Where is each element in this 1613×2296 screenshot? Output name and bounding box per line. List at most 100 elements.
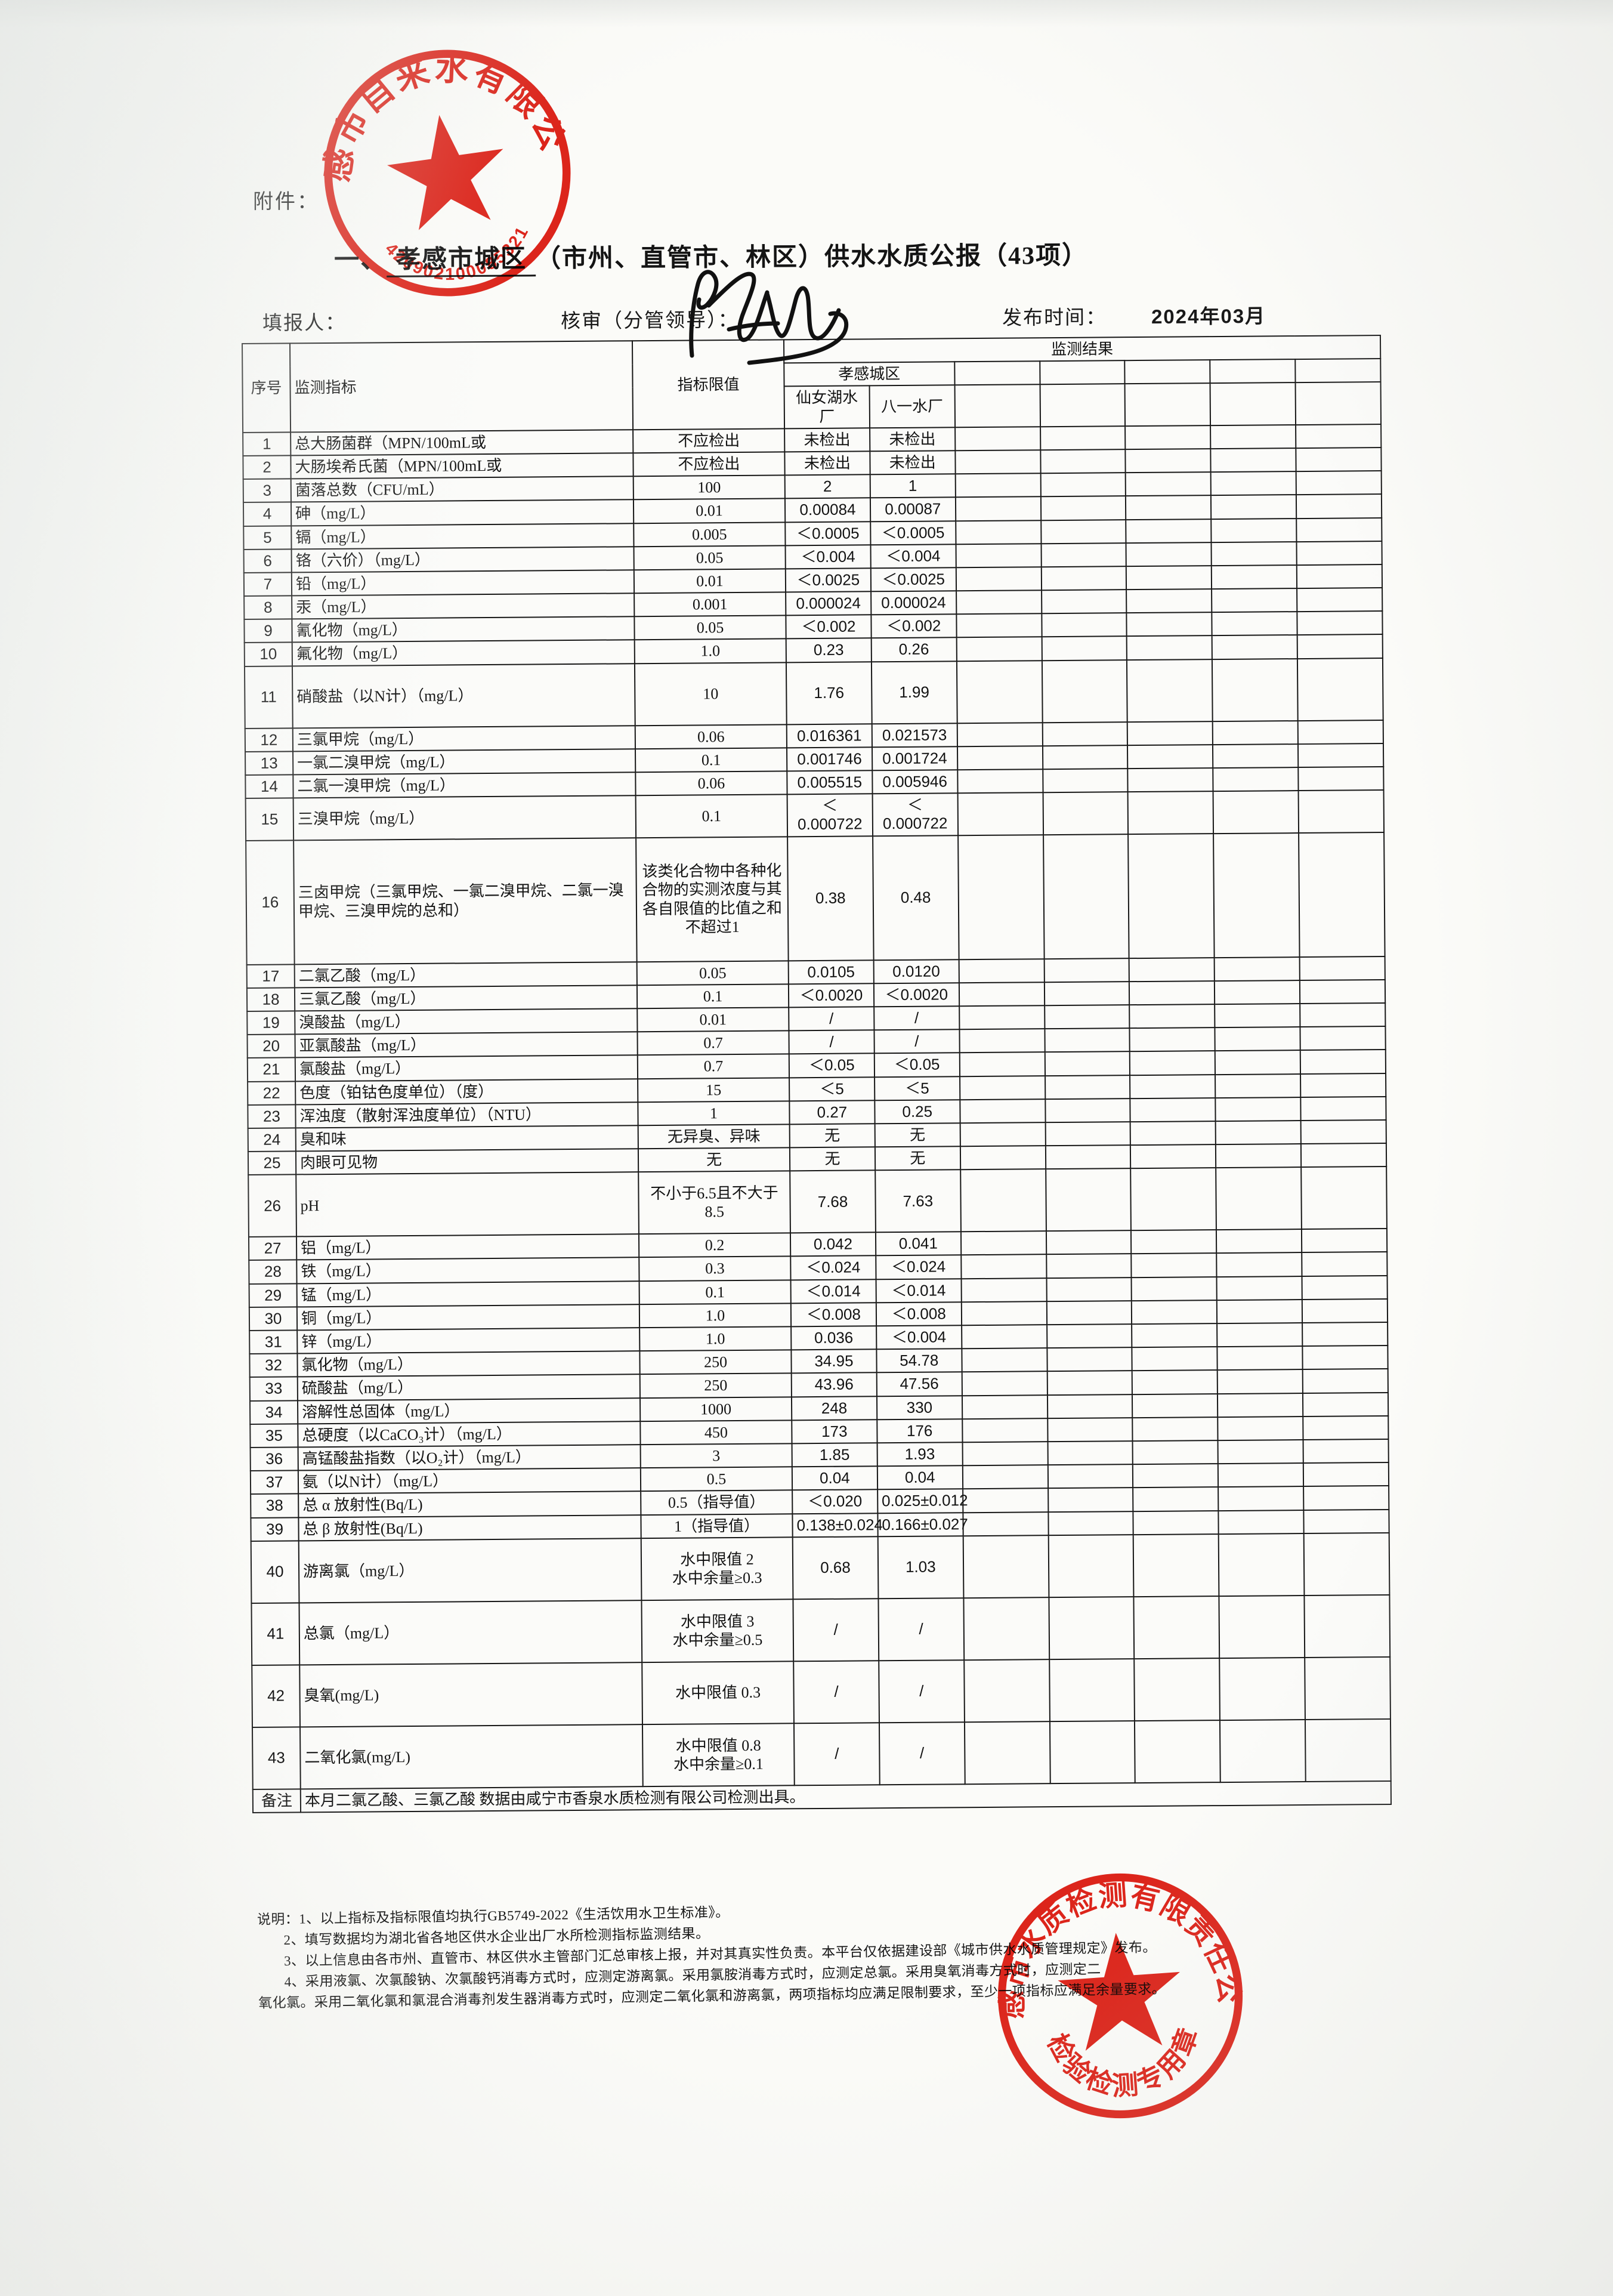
row-empty-cell [1130,1121,1216,1146]
table-row: 16 三卤甲烷（三氯甲烷、一氯二溴甲烷、二氯一溴甲烷、三溴甲烷的总和） 该类化合物中… [246,832,1385,965]
row-result-plant-2|v2: 0.021573 [872,723,957,748]
row-result-plant-2|v2: 1.03 [877,1535,964,1598]
row-empty-cell [1041,542,1127,567]
row-empty-cell [1302,1252,1388,1276]
row-empty-cell [1298,767,1384,791]
header-plant-2: 八一水厂 [869,385,955,428]
row-empty-cell [957,722,1043,747]
row-index|no: 14 [245,774,293,799]
row-index|no: 41 [251,1603,300,1665]
row-result-plant-1|v1: 0.68 [792,1536,879,1600]
row-index|no: 27 [248,1236,297,1261]
row-limit-value|limit: 该类化合物中各种化合物的实测浓度与其各自限值的比值之和不超过1 [636,836,789,962]
row-empty-cell [1296,541,1382,565]
row-index|no: 19 [247,1011,295,1035]
row-empty-cell [1046,1277,1132,1301]
row-empty-cell [1302,1345,1388,1370]
row-empty-cell [1215,1073,1301,1098]
row-empty-cell [1303,1532,1390,1596]
row-empty-cell [1045,1145,1131,1169]
publish-time-label: 发布时间： [1002,307,1107,329]
row-empty-cell [1300,1026,1386,1051]
row-empty-cell [1046,1230,1132,1255]
row-limit-value|limit: 0.5 [640,1467,793,1492]
row-item-name|item: 铁（mg/L） [296,1257,639,1284]
row-result-plant-2|v2: 未检出 [869,427,956,452]
row-empty-cell [960,1122,1046,1147]
row-empty-cell [1047,1464,1133,1489]
row-empty-cell [962,1418,1048,1443]
row-index|no: 12 [245,728,293,752]
header-col-city: 孝感城区 [784,362,955,387]
row-empty-cell [956,567,1042,591]
row-empty-cell [1303,1392,1389,1417]
row-result-plant-2|v2: / [879,1659,965,1723]
row-result-plant-2|v2: ＜0.0025 [870,567,956,592]
row-empty-cell [1299,832,1385,957]
row-empty-cell [1132,1417,1218,1442]
row-limit-value|limit: 水中限值 2 水中余量≥0.3 [641,1537,793,1600]
row-limit-value|limit: 0.1 [639,1279,791,1305]
row-index|no: 15 [245,798,294,841]
row-result-plant-2|v2: 0.00087 [870,497,956,521]
row-result-plant-1|v1: 0.0105 [788,959,874,985]
row-result-plant-2|v2: 1.93 [877,1442,963,1467]
row-empty-cell [1046,1300,1132,1325]
filler-label: 填报人： [262,312,347,335]
row-result-plant-2|v2: 无 [875,1146,960,1171]
row-empty-cell [1132,1347,1218,1371]
row-empty-cell [1303,1509,1389,1533]
row-empty-cell [1127,791,1214,834]
row-empty-cell [1301,1166,1387,1230]
row-result-plant-1|v1: / [793,1660,879,1723]
row-empty-cell [1217,1369,1303,1394]
row-empty-cell [957,834,1045,959]
row-item-name|item: 硫酸盐（mg/L） [297,1374,640,1400]
row-result-plant-1|v1: 未检出 [784,451,870,476]
row-result-plant-2|v2: 176 [877,1418,963,1443]
row-empty-cell [957,746,1043,770]
row-empty-cell [1300,1050,1386,1074]
row-limit-value|limit: 15 [638,1077,790,1102]
table-row: 26 pH 不小于6.5且不大于8.5 7.68 7.63 [248,1166,1387,1238]
row-empty-cell [1126,612,1212,637]
row-empty-cell [1212,588,1297,613]
row-empty-cell [962,1371,1047,1396]
row-result-plant-2|v2: 0.26 [871,637,957,662]
row-empty-cell [1212,658,1298,721]
row-empty-cell [1296,471,1382,495]
row-empty-cell [1128,833,1215,958]
row-item-name|item: 总 β 放射性(Bq/L) [298,1514,641,1541]
row-empty-cell [956,613,1042,638]
row-empty-cell [1129,1027,1215,1052]
row-limit-value|limit: 0.1 [636,984,789,1009]
row-limit-value|limit: 0.1 [635,748,787,773]
table-row: 43 二氧化氯(mg/L) 水中限值 0.8 水中余量≥0.1// [252,1718,1391,1789]
row-empty-cell [1126,519,1212,543]
row-empty-cell [963,1659,1050,1722]
row-empty-cell [1130,1051,1216,1075]
row-limit-value|limit: 0.06 [635,771,787,796]
row-result-plant-1|v1: 248 [791,1396,877,1421]
row-item-name|item: 三溴甲烷（mg/L） [293,795,636,840]
row-index|no: 29 [249,1283,297,1307]
row-limit-value|limit: 0.01 [634,569,786,594]
row-empty-cell [1049,1658,1135,1721]
row-index|no: 5 [243,525,292,550]
row-empty-cell [1042,745,1128,770]
row-empty-cell [1302,1369,1388,1393]
row-result-plant-2|v2: ＜0.004 [870,544,956,569]
header-sub-empty-1 [954,384,1040,428]
row-empty-cell [1218,1416,1303,1441]
row-result-plant-1|v1: 1.85 [792,1443,877,1467]
row-result-plant-1|v1: 0.27 [789,1100,875,1125]
row-item-name|item: 三卤甲烷（三氯甲烷、一氯二溴甲烷、二氯一溴甲烷、三溴甲烷的总和） [293,837,637,964]
row-result-plant-2|v2: ＜0.05 [874,1053,960,1077]
row-empty-cell [1132,1300,1218,1325]
row-item-name|item: 镉（mg/L） [291,523,634,550]
row-empty-cell [1048,1534,1134,1597]
row-result-plant-2|v2: ＜0.0005 [870,520,956,545]
row-empty-cell [1215,1050,1301,1075]
row-result-plant-1|v1: 无 [789,1147,876,1171]
row-empty-cell [1126,472,1212,496]
